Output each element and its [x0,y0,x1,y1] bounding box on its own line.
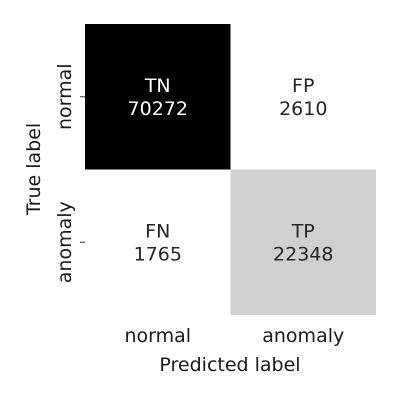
cell-tn-code: TN [144,75,171,97]
axis-ticks: normal anomaly normal anomaly [54,63,344,347]
cell-fn-value: 1765 [134,243,182,265]
cell-fp-value: 2610 [279,98,327,120]
y-axis-label: True label [23,123,45,216]
x-tick-label-normal: normal [124,325,191,347]
cell-fp-code: FP [292,75,314,97]
cell-tn-value: 70272 [128,98,188,120]
cell-tn [85,24,231,170]
x-tick-label-anomaly: anomaly [262,325,344,347]
y-tick-label-anomaly: anomaly [54,201,76,283]
cell-fn [85,169,231,315]
cell-tp-code: TP [291,220,315,242]
y-tick-label-normal: normal [54,63,76,130]
cell-tp [230,169,376,315]
cell-tp-value: 22348 [273,243,333,265]
cell-fn-code: FN [145,220,170,242]
x-axis-label: Predicted label [159,354,300,376]
cell-fp [230,24,376,170]
